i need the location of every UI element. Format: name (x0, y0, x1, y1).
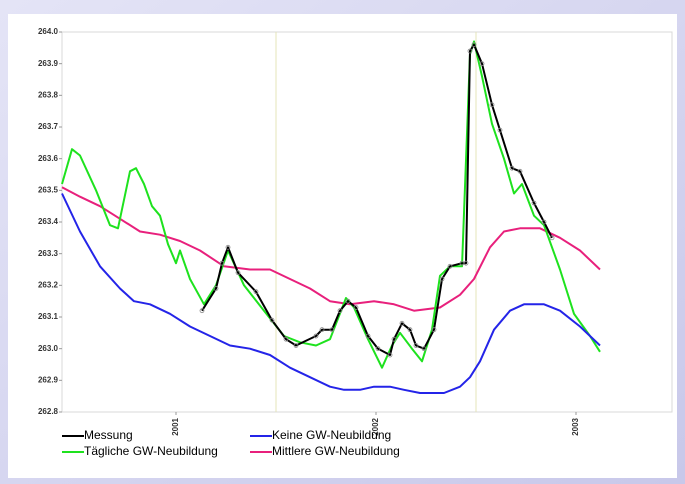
data-point (517, 168, 523, 174)
series-line (61, 186, 601, 312)
y-tick-label: 264.0 (38, 27, 59, 36)
data-point (353, 305, 359, 310)
data-point (471, 42, 477, 48)
data-point (489, 102, 495, 108)
data-point (531, 200, 537, 206)
x-tick-label: 2002 (371, 417, 380, 435)
data-point (313, 333, 319, 339)
data-point (199, 308, 205, 314)
y-tick-label: 263.2 (38, 280, 59, 289)
data-point (253, 289, 259, 295)
legend-label: Messung (84, 428, 133, 442)
x-tick-label: 2001 (171, 417, 180, 435)
data-point (213, 286, 219, 291)
data-point (541, 219, 547, 225)
data-point (421, 346, 427, 352)
data-point (365, 333, 371, 339)
data-point (337, 308, 343, 314)
data-point (269, 317, 275, 323)
data-point (447, 263, 453, 269)
data-point (319, 327, 325, 333)
data-point (549, 235, 555, 241)
data-point (467, 48, 473, 54)
data-point (375, 346, 381, 352)
y-tick-label: 263.6 (38, 154, 59, 163)
data-point (219, 260, 225, 266)
data-point (439, 276, 445, 282)
data-point (399, 320, 405, 326)
data-point (413, 343, 419, 348)
data-point (293, 343, 299, 348)
y-tick-label: 263.8 (38, 90, 59, 99)
legend-label: Tägliche GW-Neubildung (84, 444, 218, 458)
y-tick-label: 262.9 (38, 375, 59, 384)
data-point (497, 127, 503, 133)
data-point (329, 327, 335, 333)
y-tick-label: 263.4 (38, 217, 59, 226)
data-point (235, 270, 241, 276)
y-tick-label: 263.1 (38, 312, 59, 321)
data-point (463, 260, 469, 266)
data-point (509, 165, 515, 171)
series-line (61, 193, 601, 394)
data-point (407, 327, 413, 333)
y-tick-label: 263.0 (38, 344, 59, 353)
data-point (225, 244, 231, 250)
x-tick-label: 2003 (571, 417, 580, 435)
y-tick-label: 263.7 (38, 122, 59, 131)
data-point (479, 61, 485, 67)
data-point (391, 336, 397, 342)
legend-label: Mittlere GW-Neubildung (272, 444, 400, 458)
series-line (201, 43, 553, 356)
y-tick-label: 263.5 (38, 185, 59, 194)
data-point (387, 352, 393, 358)
data-point (283, 336, 289, 342)
series-line (61, 40, 601, 369)
y-tick-label: 263.9 (38, 59, 59, 68)
data-point (345, 298, 351, 304)
y-tick-label: 263.3 (38, 249, 59, 258)
panel (8, 14, 677, 478)
legend-label: Keine GW-Neubildung (272, 428, 391, 442)
y-tick-label: 262.8 (38, 407, 59, 416)
data-point (431, 327, 437, 333)
